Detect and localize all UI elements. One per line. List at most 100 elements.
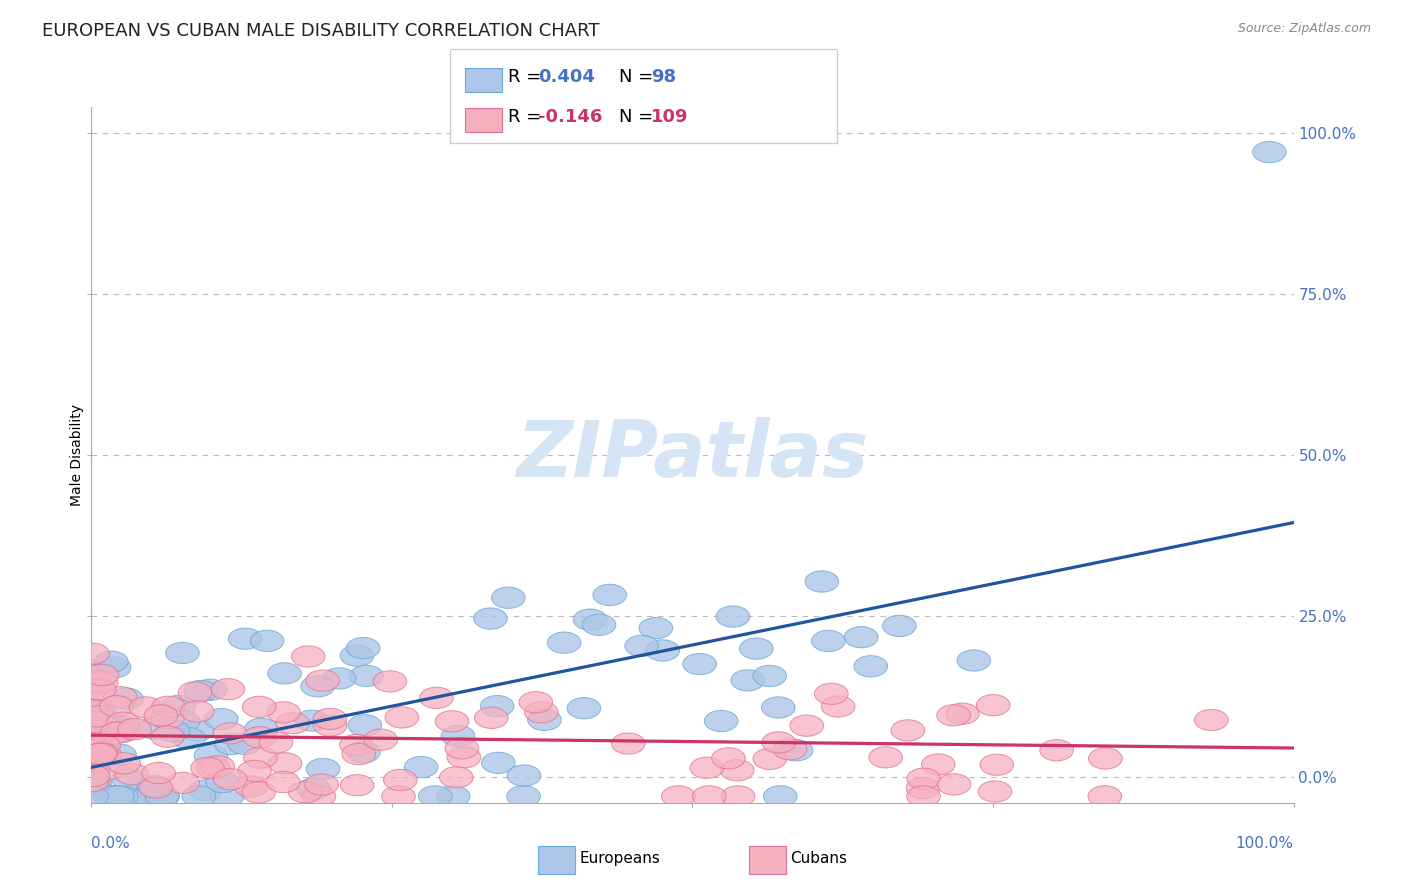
Ellipse shape — [76, 716, 110, 737]
Ellipse shape — [84, 672, 118, 693]
Ellipse shape — [197, 757, 231, 779]
Ellipse shape — [720, 760, 754, 780]
Ellipse shape — [853, 656, 887, 677]
Ellipse shape — [194, 745, 228, 766]
Ellipse shape — [166, 642, 200, 664]
Ellipse shape — [136, 718, 170, 739]
Ellipse shape — [156, 721, 190, 741]
Ellipse shape — [845, 626, 877, 648]
Ellipse shape — [1088, 747, 1122, 769]
Ellipse shape — [86, 735, 120, 756]
Ellipse shape — [105, 715, 139, 737]
Ellipse shape — [243, 747, 277, 768]
Ellipse shape — [1040, 739, 1073, 761]
Ellipse shape — [821, 696, 855, 717]
Ellipse shape — [80, 702, 114, 723]
Ellipse shape — [593, 584, 627, 606]
Ellipse shape — [112, 786, 146, 807]
Y-axis label: Male Disability: Male Disability — [70, 404, 84, 506]
Ellipse shape — [201, 756, 235, 777]
Ellipse shape — [215, 733, 249, 755]
Ellipse shape — [1195, 709, 1229, 731]
Ellipse shape — [301, 675, 335, 697]
Ellipse shape — [194, 679, 226, 700]
Ellipse shape — [172, 728, 205, 749]
Text: Europeans: Europeans — [579, 851, 661, 865]
Ellipse shape — [883, 615, 917, 637]
Ellipse shape — [91, 759, 125, 780]
Ellipse shape — [731, 670, 765, 691]
Ellipse shape — [83, 679, 117, 700]
Ellipse shape — [869, 747, 903, 768]
Ellipse shape — [242, 781, 276, 803]
Ellipse shape — [80, 748, 114, 770]
Ellipse shape — [624, 635, 658, 657]
Ellipse shape — [76, 643, 110, 665]
Ellipse shape — [481, 752, 515, 773]
Ellipse shape — [103, 744, 136, 765]
Ellipse shape — [692, 786, 725, 807]
Ellipse shape — [87, 744, 121, 765]
Ellipse shape — [162, 695, 195, 716]
Ellipse shape — [94, 786, 128, 807]
Ellipse shape — [107, 753, 141, 774]
Ellipse shape — [228, 628, 262, 649]
Ellipse shape — [76, 742, 110, 763]
Ellipse shape — [83, 699, 117, 721]
Ellipse shape — [76, 699, 110, 721]
Ellipse shape — [79, 741, 112, 763]
Ellipse shape — [80, 706, 114, 727]
Ellipse shape — [307, 758, 340, 780]
Ellipse shape — [381, 786, 415, 807]
Ellipse shape — [100, 696, 134, 717]
Ellipse shape — [245, 718, 278, 739]
Ellipse shape — [87, 735, 121, 756]
Ellipse shape — [139, 777, 173, 798]
Ellipse shape — [205, 772, 239, 793]
Ellipse shape — [763, 786, 797, 807]
Ellipse shape — [214, 723, 247, 744]
Ellipse shape — [75, 739, 108, 761]
Ellipse shape — [297, 778, 330, 799]
Ellipse shape — [214, 769, 247, 789]
Ellipse shape — [440, 767, 474, 788]
Ellipse shape — [110, 688, 143, 709]
Ellipse shape — [166, 772, 200, 794]
Ellipse shape — [76, 765, 110, 787]
Ellipse shape — [184, 681, 218, 702]
Ellipse shape — [152, 696, 186, 717]
Ellipse shape — [704, 710, 738, 731]
Text: N =: N = — [619, 69, 658, 87]
Ellipse shape — [242, 697, 276, 717]
Ellipse shape — [295, 710, 329, 731]
Ellipse shape — [75, 679, 108, 700]
Ellipse shape — [811, 631, 845, 651]
Ellipse shape — [645, 640, 679, 661]
Ellipse shape — [506, 786, 540, 807]
Ellipse shape — [752, 665, 786, 687]
Ellipse shape — [711, 747, 745, 769]
Text: 109: 109 — [651, 108, 689, 126]
Ellipse shape — [936, 705, 970, 726]
Ellipse shape — [302, 786, 336, 807]
Ellipse shape — [524, 702, 558, 723]
Ellipse shape — [307, 670, 339, 691]
Ellipse shape — [574, 609, 607, 631]
Ellipse shape — [129, 697, 163, 718]
Ellipse shape — [436, 711, 468, 732]
Ellipse shape — [233, 776, 267, 797]
Ellipse shape — [314, 708, 347, 730]
Ellipse shape — [243, 727, 277, 747]
Text: N =: N = — [619, 108, 658, 126]
Ellipse shape — [342, 743, 375, 764]
Ellipse shape — [76, 659, 108, 681]
Ellipse shape — [75, 698, 108, 720]
Ellipse shape — [150, 726, 184, 747]
Ellipse shape — [907, 768, 941, 789]
Text: EUROPEAN VS CUBAN MALE DISABILITY CORRELATION CHART: EUROPEAN VS CUBAN MALE DISABILITY CORREL… — [42, 22, 600, 40]
Ellipse shape — [105, 722, 139, 742]
Text: -0.146: -0.146 — [538, 108, 603, 126]
Ellipse shape — [419, 786, 453, 807]
Ellipse shape — [204, 708, 238, 730]
Ellipse shape — [84, 743, 118, 764]
